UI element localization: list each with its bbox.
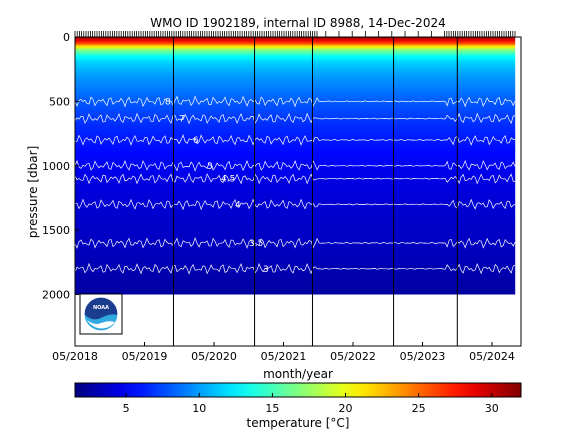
y-tick-label: 2000	[42, 289, 70, 302]
colorbar-tick-label: 30	[485, 402, 499, 415]
isotherm-contour	[75, 95, 516, 108]
contour-label: 4.5	[221, 175, 235, 185]
isotherm-contour	[75, 236, 516, 249]
colorbar-tick-label: 20	[339, 402, 353, 415]
x-tick-label: 05/2018	[52, 350, 98, 363]
colorbar-tick-label: 15	[265, 402, 279, 415]
x-tick-label: 05/2024	[469, 350, 515, 363]
contour-label: 5	[207, 162, 213, 172]
temperature-field	[75, 37, 516, 295]
x-tick-label: 05/2019	[122, 350, 168, 363]
colorbar-label: temperature [°C]	[247, 416, 350, 430]
contour-label: 7	[179, 115, 185, 125]
contour-label: 8	[165, 97, 171, 107]
x-axis-label: month/year	[263, 367, 333, 381]
isotherm-contour	[75, 112, 516, 125]
isotherm-contour	[75, 198, 516, 211]
contour-label: 3.5	[249, 239, 263, 249]
colorbar	[74, 382, 522, 398]
y-axis-label: pressure [dbar]	[26, 146, 40, 239]
isotherm-contour	[75, 262, 516, 275]
colorbar-tick-label: 10	[192, 402, 206, 415]
noaa-logo-icon	[79, 293, 123, 335]
contour-label: 4	[235, 200, 241, 210]
x-tick-label: 05/2023	[400, 350, 446, 363]
x-tick-label: 05/2021	[261, 350, 307, 363]
colorbar-tick-label: 5	[123, 402, 130, 415]
y-tick-label: 500	[49, 95, 70, 108]
y-tick-label: 1000	[42, 160, 70, 173]
contour-label: 3	[263, 265, 269, 275]
x-tick-label: 05/2020	[191, 350, 237, 363]
noaa-logo-text: NOAA	[93, 305, 109, 311]
chart-title: WMO ID 1902189, internal ID 8988, 14-Dec…	[150, 16, 445, 30]
y-tick-label: 1500	[42, 224, 70, 237]
profile-time-ticks	[74, 31, 516, 37]
plot-frame	[74, 36, 522, 347]
x-tick-label: 05/2022	[330, 350, 376, 363]
isotherm-contour	[75, 159, 516, 172]
colorbar-tick-label: 25	[412, 402, 426, 415]
y-tick-label: 0	[63, 31, 70, 44]
isotherm-contour	[75, 172, 516, 185]
isotherm-contour	[75, 134, 516, 146]
contour-label: 6	[193, 136, 199, 146]
